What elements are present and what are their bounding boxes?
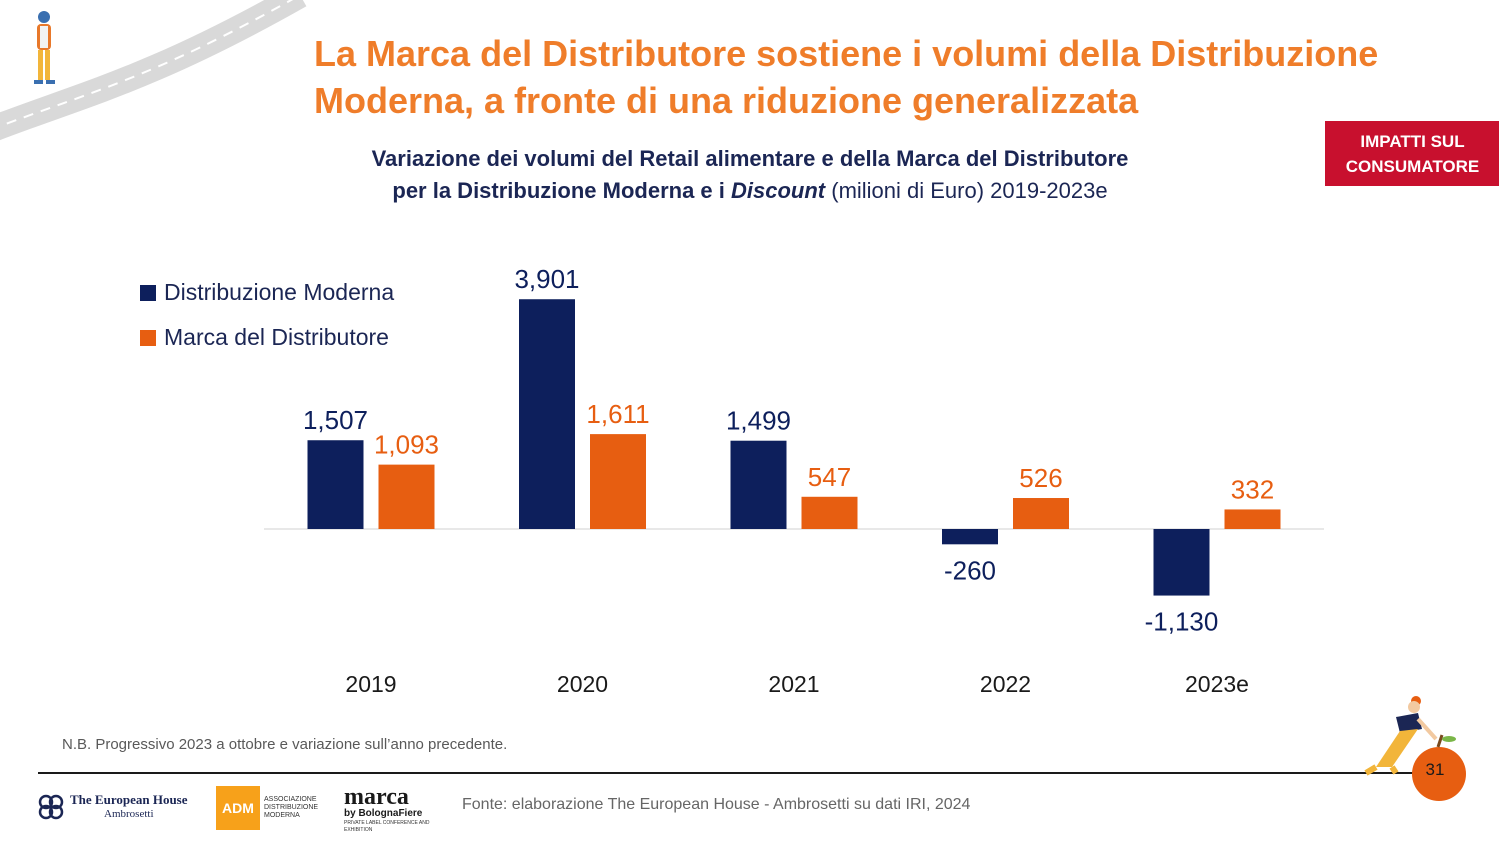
data-label-dm-2021: 1,499: [726, 406, 791, 436]
bar-dm-2023e: [1153, 529, 1210, 596]
marca-by: by BolognaFiere: [344, 808, 423, 819]
chart-title-line-1: Variazione dei volumi del Retail aliment…: [371, 146, 1129, 171]
badge-line-1: IMPATTI SUL: [1360, 131, 1465, 151]
legend-item-distribuzione-moderna: Distribuzione Moderna: [140, 270, 394, 315]
data-label-mdd-2022: 526: [1019, 463, 1062, 493]
chart-title-line-2-a: per la Distribuzione Moderna e i: [392, 178, 731, 203]
legend-swatch-navy: [140, 284, 156, 301]
footer-divider: [38, 772, 1418, 774]
chart-title-italic: Discount: [731, 178, 826, 203]
x-tick-label-2021: 2021: [768, 671, 819, 697]
data-label-mdd-2021: 547: [808, 462, 851, 492]
bar-mdd-2021: [801, 496, 858, 529]
data-label-dm-2022: -260: [944, 555, 996, 585]
chart-title: Variazione dei volumi del Retail aliment…: [250, 143, 1250, 207]
x-tick-label-2020: 2020: [557, 671, 608, 697]
source-note: Fonte: elaborazione The European House -…: [462, 796, 971, 813]
legend-label: Distribuzione Moderna: [164, 279, 395, 305]
marca-tagline: PRIVATE LABEL CONFERENCE AND EXHIBITION: [344, 820, 430, 833]
data-label-mdd-2023e: 332: [1231, 474, 1274, 504]
bar-mdd-2019: [378, 464, 435, 529]
legend-item-marca-del-distributore: Marca del Distributore: [140, 315, 394, 360]
legend-swatch-orange: [140, 329, 156, 346]
page-title: La Marca del Distributore sostiene i vol…: [314, 30, 1474, 124]
road-illustration: [0, 0, 307, 141]
legend-label: Marca del Distributore: [164, 324, 389, 350]
teha-name: The European House: [70, 792, 188, 807]
bar-mdd-2022: [1013, 498, 1069, 529]
logo-teha: The European House Ambrosetti: [38, 790, 188, 824]
bar-dm-2021: [730, 440, 787, 529]
data-label-mdd-2019: 1,093: [374, 430, 439, 460]
footnote: N.B. Progressivo 2023 a ottobre e variaz…: [62, 736, 508, 753]
data-label-dm-2020: 3,901: [514, 264, 579, 294]
adm-caption: ASSOCIAZIONE DISTRIBUZIONE MODERNA: [264, 796, 319, 819]
badge-line-2: CONSUMATORE: [1345, 156, 1480, 176]
data-label-mdd-2020: 1,611: [586, 399, 649, 429]
bar-mdd-2020: [590, 434, 646, 529]
page-number: 31: [1425, 760, 1445, 779]
teha-logo-icon: [38, 794, 64, 820]
bar-mdd-2023e: [1224, 509, 1281, 529]
x-tick-label-2019: 2019: [345, 671, 396, 697]
logo-marca: marca by BolognaFiere PRIVATE LABEL CONF…: [344, 784, 452, 834]
title-line-1: La Marca del Distributore sostiene i vol…: [314, 33, 1379, 74]
data-label-dm-2019: 1,507: [303, 405, 368, 435]
bar-dm-2019: [307, 440, 364, 529]
chart-title-line-2-b: (milioni di Euro) 2019-2023e: [825, 178, 1108, 203]
teha-sub: Ambrosetti: [104, 808, 154, 820]
adm-mark: ADM: [216, 786, 260, 830]
chart-legend: Distribuzione Moderna Marca del Distribu…: [140, 270, 394, 360]
pushing-apple-illustration: [1364, 696, 1466, 801]
logo-adm: ADM ASSOCIAZIONE DISTRIBUZIONE MODERNA: [216, 786, 342, 830]
x-tick-label-2023e: 2023e: [1185, 671, 1249, 697]
chart-title-line-2: per la Distribuzione Moderna e i Discoun…: [250, 175, 1250, 207]
bar-dm-2022: [942, 529, 998, 545]
section-badge: IMPATTI SUL CONSUMATORE: [1325, 121, 1499, 186]
marca-name: marca: [344, 784, 409, 810]
data-label-dm-2023e: -1,130: [1145, 607, 1219, 637]
bar-dm-2020: [519, 299, 575, 529]
walker-illustration: [34, 11, 55, 84]
x-tick-label-2022: 2022: [980, 671, 1031, 697]
title-line-2: Moderna, a fronte di una riduzione gener…: [314, 80, 1139, 121]
